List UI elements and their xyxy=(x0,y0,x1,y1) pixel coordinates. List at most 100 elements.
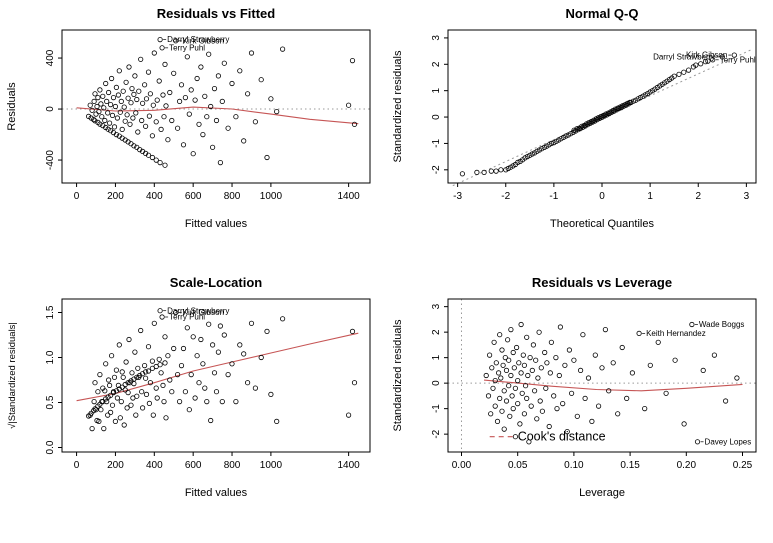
data-point xyxy=(592,352,598,358)
data-point xyxy=(515,401,521,407)
data-point xyxy=(671,73,677,79)
data-point xyxy=(91,399,97,405)
data-point xyxy=(219,98,225,105)
data-point xyxy=(121,104,127,110)
data-point xyxy=(160,382,166,389)
data-point xyxy=(167,377,173,383)
data-point xyxy=(116,342,122,348)
data-point xyxy=(564,429,570,435)
data-point xyxy=(488,168,494,174)
data-point xyxy=(685,67,692,73)
data-point xyxy=(96,109,102,115)
data-point xyxy=(156,356,162,362)
data-point xyxy=(99,114,105,120)
data-point xyxy=(169,117,175,124)
x-axis-label: Fitted values xyxy=(185,487,248,499)
data-point xyxy=(165,353,171,359)
data-point xyxy=(547,370,553,376)
data-point xyxy=(94,103,100,110)
data-point xyxy=(114,395,121,401)
data-point xyxy=(107,120,113,126)
data-point xyxy=(151,50,157,56)
data-point xyxy=(97,372,103,378)
data-point xyxy=(525,372,531,379)
data-point xyxy=(582,395,588,401)
data-point xyxy=(349,57,356,64)
data-point xyxy=(534,416,540,422)
data-point xyxy=(126,336,132,343)
data-point xyxy=(610,360,616,366)
outlier-label: Kirk Gibson xyxy=(686,51,727,60)
data-point xyxy=(496,370,502,376)
data-point xyxy=(537,398,543,404)
y-tick-label: 0 xyxy=(431,380,442,386)
data-point xyxy=(114,115,121,121)
data-point xyxy=(206,321,212,327)
data-point xyxy=(512,434,518,440)
data-point xyxy=(493,168,499,174)
y-tick-label: 3 xyxy=(431,35,442,41)
outlier-label: Terry Puhl xyxy=(169,43,205,52)
data-point xyxy=(512,385,518,391)
data-point xyxy=(95,95,101,101)
data-point xyxy=(521,411,527,417)
data-point xyxy=(510,349,516,356)
data-point xyxy=(579,123,585,129)
data-point xyxy=(194,75,200,82)
x-tick-label: 800 xyxy=(224,460,241,471)
data-point xyxy=(106,377,112,383)
data-point xyxy=(184,325,190,331)
y-tick-label: 400 xyxy=(45,49,56,66)
data-point xyxy=(103,361,109,367)
outlier-label: Terry Puhl xyxy=(169,313,205,322)
data-point xyxy=(523,383,529,389)
data-point xyxy=(268,96,274,102)
data-point xyxy=(598,113,604,120)
x-tick-label: 1400 xyxy=(337,191,360,202)
data-point xyxy=(188,372,194,378)
data-point xyxy=(551,393,557,399)
data-point xyxy=(488,411,494,417)
data-point xyxy=(88,115,94,121)
data-point xyxy=(198,64,204,70)
data-point xyxy=(159,314,165,320)
data-point xyxy=(149,358,155,364)
data-point xyxy=(202,385,208,391)
data-point xyxy=(210,342,216,348)
data-point xyxy=(113,84,120,91)
data-point xyxy=(481,169,487,175)
data-point xyxy=(109,112,116,119)
data-point xyxy=(133,110,139,116)
chart-title: Residuals vs Fitted xyxy=(157,6,276,21)
data-point xyxy=(147,91,153,97)
data-point xyxy=(173,309,179,316)
data-point xyxy=(123,79,129,85)
data-point xyxy=(211,86,218,92)
data-point xyxy=(519,390,525,396)
data-point xyxy=(122,387,128,393)
data-point xyxy=(190,151,196,157)
data-point xyxy=(171,345,177,352)
x-axis-label: Leverage xyxy=(579,487,625,499)
data-point xyxy=(279,316,286,322)
data-point xyxy=(542,349,548,356)
data-point xyxy=(719,54,725,60)
data-point xyxy=(615,411,621,417)
data-point xyxy=(93,111,99,117)
data-point xyxy=(115,92,122,98)
data-point xyxy=(108,102,114,108)
data-point xyxy=(145,344,152,350)
data-point xyxy=(161,114,167,120)
data-point xyxy=(113,367,120,373)
data-point xyxy=(136,374,142,380)
x-tick-label: 1400 xyxy=(337,460,360,471)
data-point xyxy=(139,117,145,124)
data-point xyxy=(165,137,171,143)
data-point xyxy=(171,70,177,76)
data-point xyxy=(569,390,575,396)
outlier-label: Keith Hernandez xyxy=(646,329,706,338)
data-point xyxy=(132,349,138,355)
